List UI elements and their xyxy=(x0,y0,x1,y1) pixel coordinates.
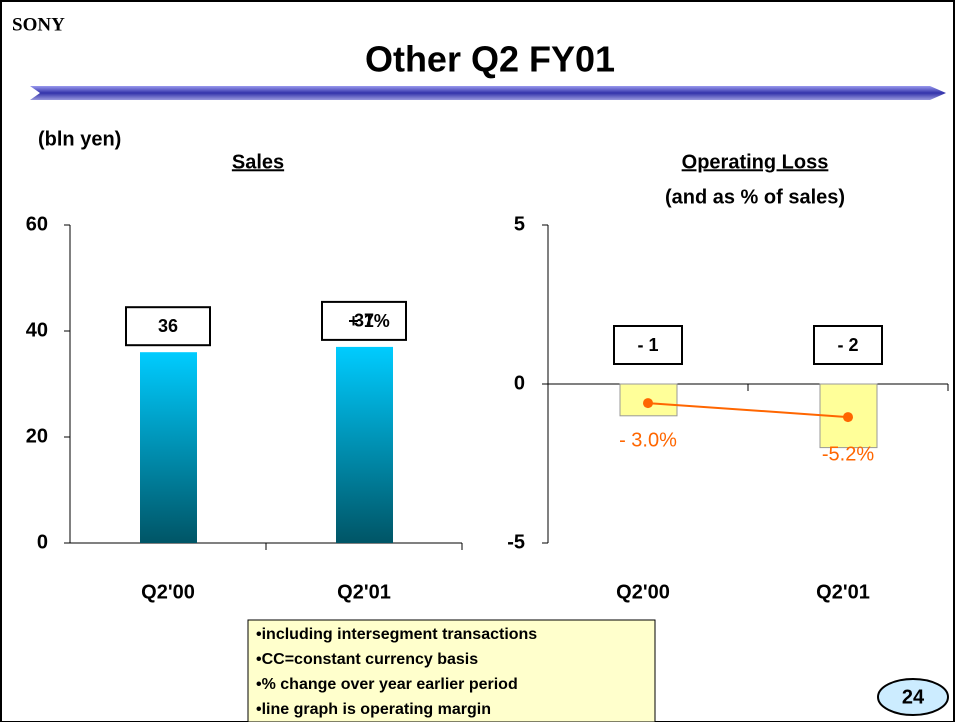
value-label: 37 xyxy=(354,311,374,331)
unit-label: (bln yen) xyxy=(38,128,121,150)
value-label-box xyxy=(321,300,407,341)
value-label-box xyxy=(813,325,883,365)
y-tick-label: 5 xyxy=(514,213,525,235)
note: •% change over year earlier period xyxy=(256,676,518,693)
note: •CC=constant currency basis xyxy=(256,651,478,668)
bar xyxy=(140,352,197,543)
x-tick-label: Q2'00 xyxy=(141,581,195,603)
notes-box xyxy=(247,619,656,722)
y-tick-label: 60 xyxy=(26,213,48,235)
y-tick-label: 0 xyxy=(514,372,525,394)
value-label: - 1 xyxy=(637,335,658,355)
value-label: - 2 xyxy=(837,335,858,355)
page-number: 24 xyxy=(902,686,925,708)
note: •including intersegment transactions xyxy=(256,626,537,643)
title-band xyxy=(30,86,946,100)
x-tick-label: Q2'01 xyxy=(816,581,870,603)
chart-title: Sales xyxy=(232,151,284,173)
x-tick-label: Q2'01 xyxy=(337,581,391,603)
margin-line xyxy=(647,402,849,419)
y-tick-label: 40 xyxy=(26,319,48,341)
slide-title: Other Q2 FY01 xyxy=(365,39,615,80)
y-tick-label: 20 xyxy=(26,425,48,447)
margin-label: -5.2% xyxy=(822,443,874,465)
annotation: + 1% xyxy=(348,311,390,331)
bar xyxy=(336,346,393,543)
page-badge xyxy=(877,678,949,716)
margin-label: - 3.0% xyxy=(619,429,677,451)
margin-point xyxy=(643,398,653,409)
chart-title: Operating Loss xyxy=(682,151,829,173)
chart-subtitle: (and as % of sales) xyxy=(665,186,845,208)
value-label-box xyxy=(613,325,683,365)
brand: SONY xyxy=(12,14,65,35)
note: •line graph is operating margin xyxy=(256,701,491,718)
x-tick-label: Q2'00 xyxy=(616,581,670,603)
margin-point xyxy=(843,412,853,423)
y-tick-label: -5 xyxy=(507,531,525,553)
value-label: 36 xyxy=(158,316,178,336)
y-tick-label: 0 xyxy=(37,531,48,553)
value-label-box xyxy=(125,306,211,347)
